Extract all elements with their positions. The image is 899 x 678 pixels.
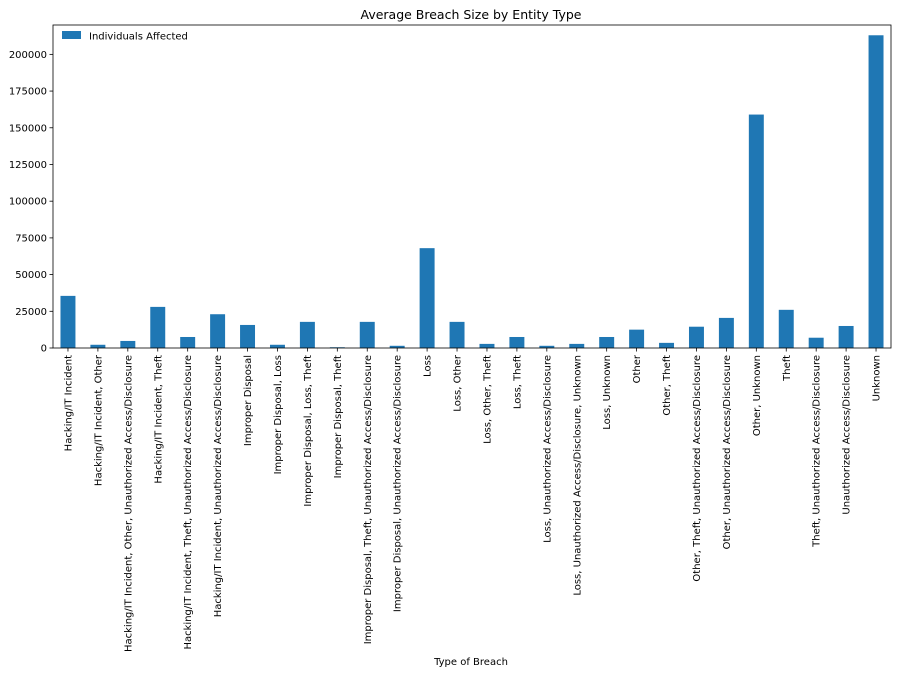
bar [180,336,196,348]
x-tick-label: Other, Unknown [752,355,763,436]
y-tick-label: 25000 [15,307,47,318]
x-tick-label: Hacking/IT Incident, Theft, Unauthorized… [183,355,194,650]
x-tick-label: Unauthorized Access/Disclosure [842,355,853,515]
x-tick-label: Loss, Unauthorized Access/Disclosure [542,355,553,543]
x-tick-label: Theft [782,355,793,382]
bar [389,345,405,348]
x-tick-label: Improper Disposal, Loss, Theft [303,355,314,507]
bar [659,342,675,348]
x-tick-label: Loss, Unknown [602,355,613,430]
x-tick-label: Other, Unauthorized Access/Disclosure [722,355,733,549]
x-tick-label: Hacking/IT Incident [63,355,74,451]
bar [808,337,824,348]
x-tick-label: Hacking/IT Incident, Other, Unauthorized… [123,355,134,652]
y-tick-label: 0 [41,344,47,355]
bar [778,309,794,348]
bar [599,336,615,348]
legend: Individuals Affected [62,31,188,43]
y-tick-label: 150000 [9,123,47,134]
bar [509,336,525,348]
bar [240,324,256,348]
bar [419,248,435,348]
bar [539,345,555,348]
bar [838,325,854,348]
bar [150,306,166,348]
x-tick-label: Loss [423,355,434,377]
bar [629,329,645,348]
x-tick-label: Improper Disposal [243,355,254,446]
bar [359,321,375,348]
x-tick-label: Loss, Unauthorized Access/Disclosure, Un… [572,355,583,596]
y-tick-label: 125000 [9,160,47,171]
y-tick-label: 175000 [9,87,47,98]
x-tick-label: Hacking/IT Incident, Other [93,354,104,486]
x-tick-label: Hacking/IT Incident, Unauthorized Access… [213,355,224,617]
x-axis-label: Type of Breach [433,657,508,668]
legend-label: Individuals Affected [89,32,188,43]
bar [748,114,764,349]
y-axis: 0 25000 50000 75000 100000 125000 150000 175000… [9,50,53,355]
x-tick-label: Unknown [872,355,883,401]
x-tick-label: Hacking/IT Incident, Theft [153,355,164,484]
x-tick-label: Other, Theft [662,355,673,416]
bar [210,314,226,348]
x-tick-label: Improper Disposal, Theft, Unauthorized A… [363,355,374,644]
x-tick-label: Loss, Other, Theft [482,355,493,444]
bar [479,343,495,348]
y-tick-label: 50000 [15,270,47,281]
x-tick-label: Improper Disposal, Loss [273,355,284,474]
legend-swatch [62,31,81,39]
y-tick-label: 75000 [15,233,47,244]
chart-title: Average Breach Size by Entity Type [361,7,582,22]
x-tick-label: Loss, Theft [512,355,523,409]
bar [269,344,285,348]
plot-frame [52,24,892,349]
x-axis: Hacking/IT Incident Hacking/IT Incident, … [63,348,883,652]
x-tick-label: Improper Disposal, Theft [333,355,344,478]
bar [299,321,315,348]
bar [90,344,106,348]
x-tick-label: Improper Disposal, Unauthorized Access/D… [393,355,404,612]
bar [60,295,76,348]
x-tick-label: Theft, Unauthorized Access/Disclosure [812,355,823,548]
bar [868,35,884,348]
x-tick-label: Other [632,354,643,383]
plot-area [60,35,884,349]
x-tick-label: Loss, Other [453,354,464,412]
bar [688,326,704,348]
x-tick-label: Other, Theft, Unauthorized Access/Disclo… [692,355,703,582]
y-tick-label: 200000 [9,50,47,61]
y-tick-label: 100000 [9,197,47,208]
bar [569,343,585,348]
bar [449,321,465,348]
bar [718,317,734,348]
bar [120,340,136,348]
